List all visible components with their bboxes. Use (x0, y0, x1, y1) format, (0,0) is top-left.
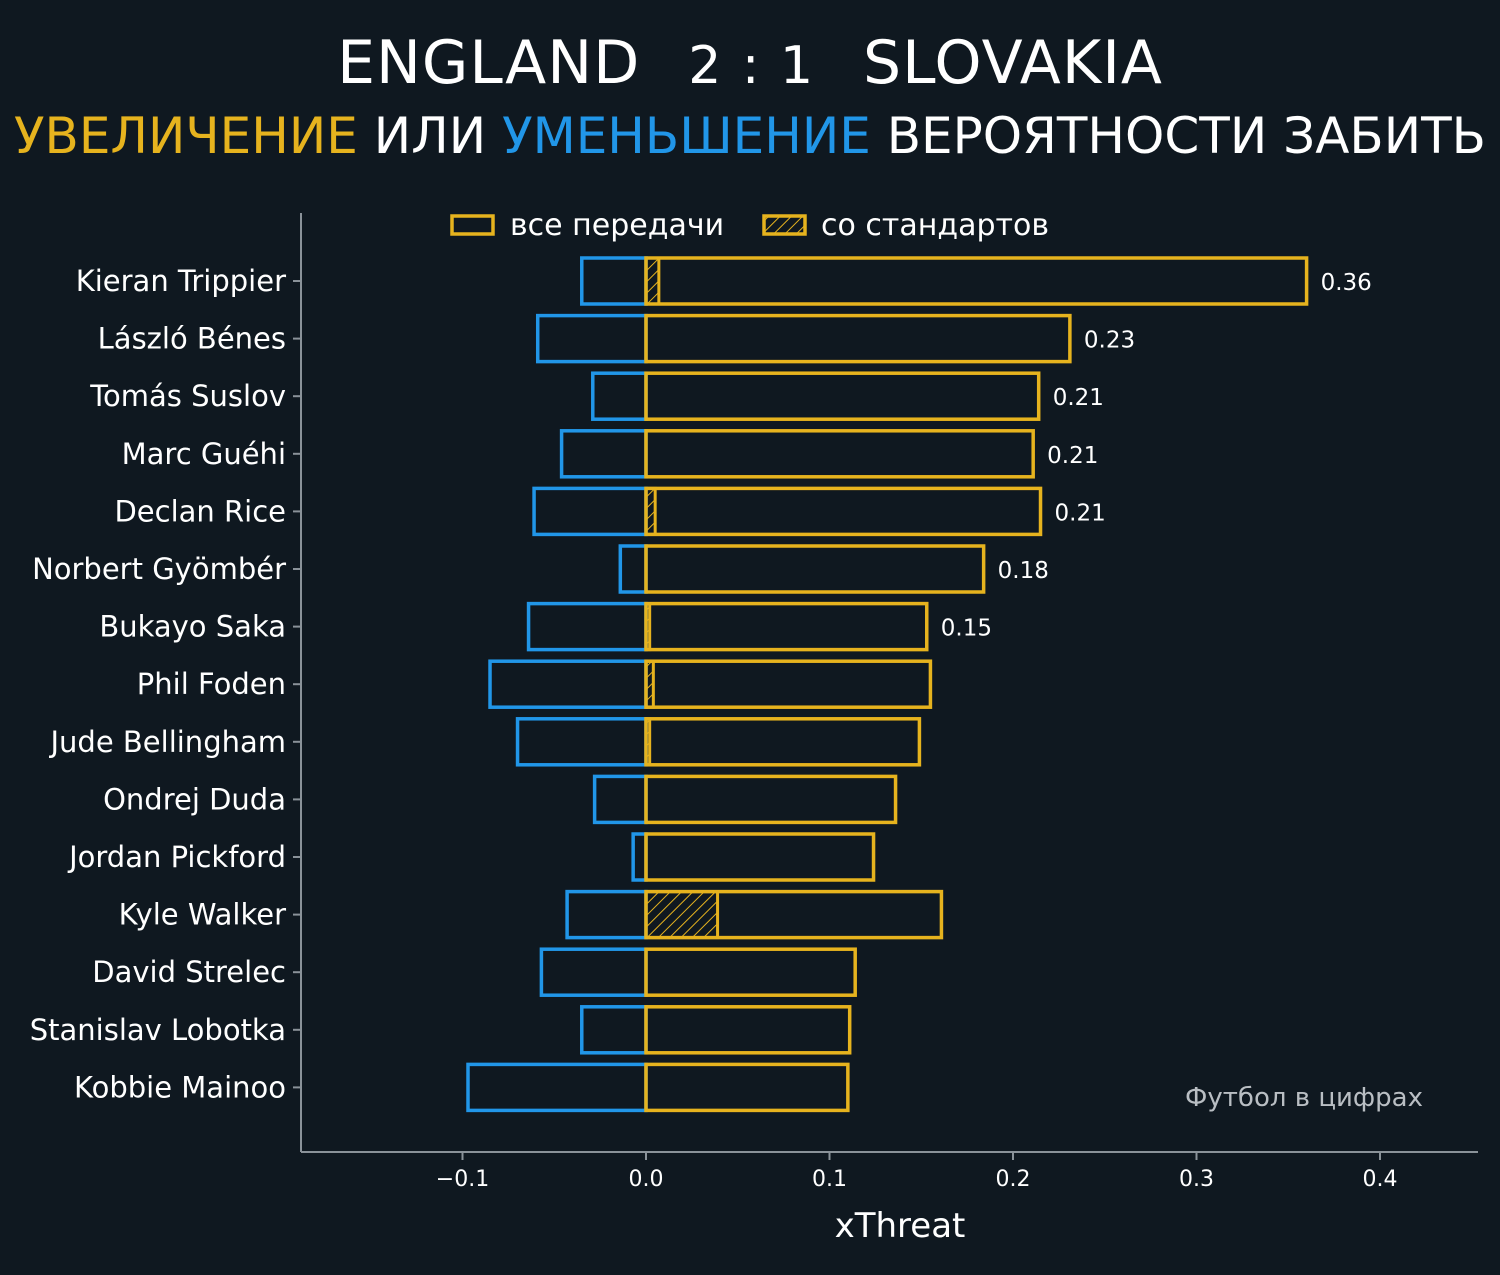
chart-subtitle: УВЕЛИЧЕНИЕ ИЛИ УМЕНЬШЕНИЕ ВЕРОЯТНОСТИ ЗА… (0, 104, 1500, 168)
player-label: Kieran Trippier (76, 264, 286, 298)
negative-bar (526, 601, 648, 652)
player-label: Kyle Walker (119, 898, 286, 932)
negative-bar (559, 429, 648, 479)
match-score: 2 : 1 (688, 36, 816, 96)
value-label: 0.21 (1047, 443, 1098, 469)
positive-bar (644, 947, 857, 997)
positive-bar (644, 313, 1072, 364)
player-label: David Strelec (92, 955, 286, 989)
x-tick-label: 0.0 (629, 1167, 664, 1192)
labels: Kieran Trippier 0.36 László Bénes 0.23 Tomás… (30, 264, 1372, 1104)
value-label: 0.18 (998, 558, 1049, 584)
negative-bar (592, 774, 648, 825)
value-label: 0.21 (1053, 385, 1104, 411)
player-label: Stanislav Lobotka (30, 1013, 286, 1047)
negative-bar (539, 947, 648, 997)
legend-label-all-passes: все передачи (510, 208, 724, 243)
player-label: Kobbie Mainoo (74, 1070, 286, 1104)
positive-bar (644, 486, 1043, 537)
x-tick-label: −0.1 (436, 1167, 489, 1192)
bars (466, 256, 1309, 1113)
negative-bar (591, 371, 648, 421)
player-label: Marc Guéhi (122, 437, 286, 471)
positive-bar (644, 429, 1035, 479)
player-label: Tomás Suslov (89, 379, 286, 413)
legend-swatch-set-pieces (762, 214, 807, 236)
subtitle-or: ИЛИ (373, 107, 487, 165)
legend-swatch-all-passes (450, 214, 495, 236)
set-piece-bar (644, 890, 720, 940)
positive-bar (644, 774, 898, 825)
x-tick-label: 0.1 (812, 1167, 847, 1192)
negative-bar (565, 889, 648, 940)
axes: −0.1 0.0 0.1 0.2 0.3 0.4 xThreat (293, 213, 1478, 1246)
legend: все передачи со стандартов (450, 208, 1049, 243)
positive-bar (644, 717, 922, 767)
positive-bar (644, 544, 986, 594)
value-label: 0.15 (941, 616, 992, 642)
player-label: László Bénes (98, 322, 286, 356)
positive-bar (644, 889, 944, 940)
player-label: Declan Rice (114, 494, 286, 528)
player-label: Phil Foden (137, 667, 286, 701)
player-label: Jordan Pickford (67, 840, 286, 874)
value-label: 0.23 (1084, 328, 1135, 354)
x-tick-label: 0.2 (996, 1167, 1031, 1192)
player-label: Ondrej Duda (103, 782, 286, 816)
positive-bar (644, 1062, 850, 1113)
watermark: Футбол в цифрах (1185, 1083, 1423, 1113)
x-axis-label: xThreat (835, 1206, 966, 1246)
negative-bar (535, 313, 648, 364)
player-label: Norbert Gyömbér (32, 552, 286, 586)
positive-bar (644, 256, 1309, 306)
player-label: Jude Bellingham (49, 725, 287, 759)
negative-bar (515, 717, 648, 767)
chart-title: ENGLAND 2 : 1 SLOVAKIA (0, 28, 1500, 101)
set-piece-bar (644, 256, 661, 306)
negative-bar (618, 544, 648, 594)
positive-bar (644, 371, 1041, 421)
positive-bar (644, 659, 933, 709)
positive-bar (644, 601, 929, 652)
subtitle-increase: УВЕЛИЧЕНИЕ (14, 107, 358, 165)
negative-bar (532, 486, 648, 537)
negative-bar (466, 1062, 648, 1113)
player-label: Bukayo Saka (99, 610, 286, 644)
negative-bar (631, 832, 648, 882)
negative-bar (488, 659, 648, 709)
legend-label-set-pieces: со стандартов (821, 208, 1049, 243)
positive-bar (644, 832, 876, 882)
value-label: 0.36 (1321, 270, 1372, 296)
positive-bar (644, 1005, 852, 1055)
x-tick-label: 0.4 (1363, 1167, 1398, 1192)
negative-bar (580, 256, 648, 306)
x-tick-label: 0.3 (1179, 1167, 1214, 1192)
value-label: 0.21 (1055, 500, 1106, 526)
away-team: SLOVAKIA (863, 28, 1163, 98)
home-team: ENGLAND (337, 28, 641, 98)
negative-bar (580, 1005, 648, 1055)
subtitle-rest: ВЕРОЯТНОСТИ ЗАБИТЬ (886, 107, 1486, 165)
subtitle-decrease: УМЕНЬШЕНИЕ (502, 107, 871, 165)
